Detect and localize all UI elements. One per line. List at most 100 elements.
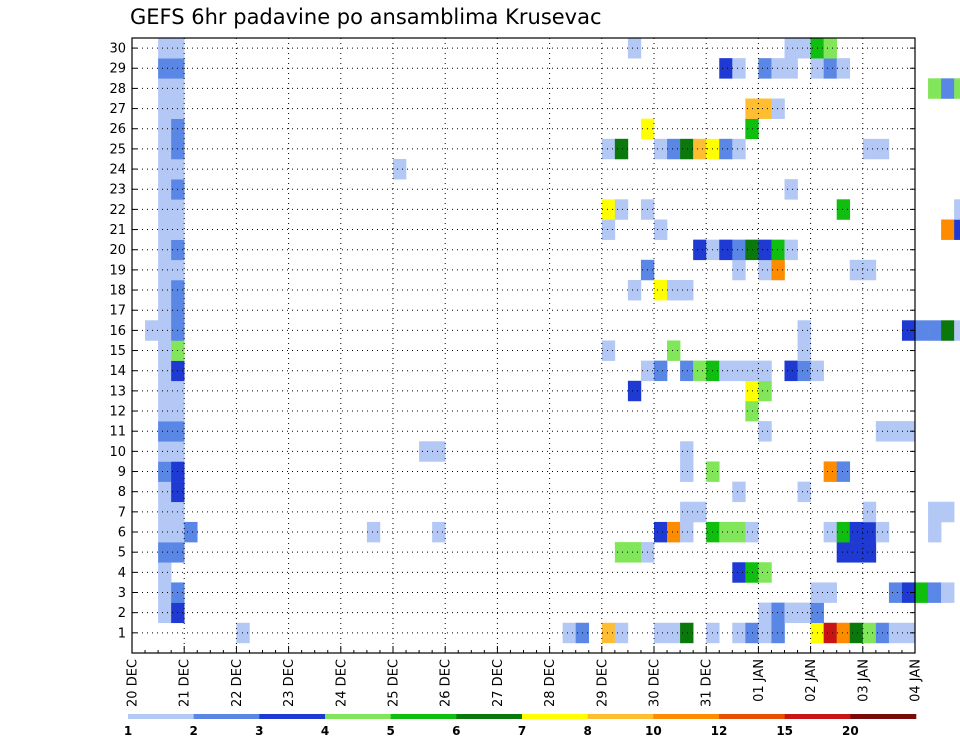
- precip-cell: [158, 481, 172, 503]
- precip-cell: [158, 582, 172, 603]
- precip-cell: [954, 78, 960, 99]
- precip-cell: [941, 78, 955, 99]
- legend-label: 20: [842, 724, 859, 738]
- precip-cell: [614, 138, 629, 160]
- precip-cell: [928, 582, 942, 603]
- precip-cell: [954, 320, 960, 341]
- precip-cell: [693, 239, 707, 261]
- precip-cell: [158, 98, 172, 119]
- precip-cell: [901, 421, 916, 442]
- precip-cell: [627, 279, 642, 301]
- y-tick-label: 22: [109, 203, 126, 218]
- precip-cell: [928, 521, 942, 543]
- precip-cell: [784, 239, 798, 261]
- precip-cell: [758, 360, 772, 382]
- precip-cell: [158, 300, 172, 321]
- precip-cell: [797, 602, 811, 624]
- precip-cell: [732, 481, 746, 503]
- precip-cell: [758, 562, 772, 583]
- precip-cell: [758, 58, 772, 79]
- y-tick-label: 15: [109, 344, 126, 359]
- legend-swatch: [653, 714, 720, 719]
- y-tick-label: 24: [109, 163, 126, 178]
- x-tick-label: 25 DEC: [387, 659, 402, 707]
- precip-cell: [862, 521, 877, 543]
- precip-cell: [797, 360, 811, 382]
- precip-cell: [158, 542, 172, 563]
- x-tick-label: 01 JAN: [752, 659, 767, 702]
- precip-cell: [758, 98, 772, 119]
- precip-cell: [849, 622, 864, 644]
- precip-cell: [758, 622, 772, 644]
- precip-cell: [784, 360, 798, 382]
- legend-label: 15: [776, 724, 793, 738]
- precip-cell: [941, 320, 955, 341]
- precip-cell: [823, 582, 837, 603]
- precip-cell: [862, 501, 877, 523]
- precip-cell: [771, 622, 785, 644]
- y-tick-label: 17: [109, 304, 126, 319]
- precip-cell: [797, 340, 811, 361]
- precip-cell: [654, 521, 668, 543]
- precip-cell: [680, 138, 694, 160]
- precip-cell: [393, 158, 407, 180]
- legend-label: 5: [386, 724, 394, 738]
- precip-cell: [836, 622, 851, 644]
- legend-swatch: [193, 714, 260, 719]
- precip-cell: [158, 602, 172, 624]
- y-tick-label: 21: [109, 223, 126, 238]
- precip-cell: [158, 78, 172, 99]
- precip-cell: [928, 501, 942, 523]
- precip-cell: [836, 199, 851, 220]
- precip-cell: [862, 138, 877, 160]
- precip-cell: [158, 521, 172, 543]
- precip-cell: [667, 622, 681, 644]
- legend-swatch: [128, 714, 194, 719]
- precip-cell: [667, 521, 681, 543]
- y-tick-label: 25: [109, 142, 126, 157]
- precip-cell: [836, 521, 851, 543]
- precip-cell: [654, 138, 668, 160]
- precip-cell: [667, 340, 681, 361]
- legend-label: 4: [321, 724, 329, 738]
- precip-cell: [732, 562, 746, 583]
- precip-cell: [158, 421, 172, 442]
- chart-title: GEFS 6hr padavine po ansamblima Krusevac: [130, 5, 602, 29]
- legend-label: 2: [189, 724, 197, 738]
- y-tick-label: 28: [109, 82, 126, 97]
- precip-cell: [601, 138, 616, 160]
- precip-cell: [680, 622, 694, 644]
- legend-swatch: [784, 714, 851, 719]
- precip-cell: [693, 501, 707, 523]
- precip-cell: [614, 542, 629, 563]
- precip-cell: [654, 360, 668, 382]
- precip-cell: [758, 259, 772, 281]
- precip-cell: [158, 138, 172, 160]
- y-tick-label: 12: [109, 405, 126, 420]
- precip-cell: [614, 199, 629, 220]
- legend-swatch: [850, 714, 917, 719]
- precip-cell: [158, 158, 172, 180]
- precip-cell: [419, 441, 433, 462]
- x-tick-label: 28 DEC: [543, 659, 558, 707]
- legend-swatch: [390, 714, 457, 719]
- precip-cell: [797, 320, 811, 341]
- precip-cell: [432, 521, 446, 543]
- precip-cell: [680, 501, 694, 523]
- cells-layer: [145, 38, 960, 644]
- precip-cell: [823, 521, 837, 543]
- y-tick-label: 4: [118, 566, 126, 581]
- x-tick-label: 31 DEC: [700, 659, 715, 707]
- precip-cell: [849, 259, 864, 281]
- precip-cell: [888, 421, 903, 442]
- x-axis: 20 DEC 21 DEC 22 DEC 23 DEC 24 DEC 25 DEC 26 D…: [126, 646, 924, 707]
- precip-cell: [654, 219, 668, 240]
- precip-cell: [862, 622, 877, 644]
- precip-cell: [236, 622, 250, 644]
- precip-cell: [158, 58, 172, 79]
- grid-layer: [132, 38, 915, 653]
- precip-cell: [158, 118, 172, 140]
- precip-cell: [158, 501, 172, 523]
- precip-cell: [693, 360, 707, 382]
